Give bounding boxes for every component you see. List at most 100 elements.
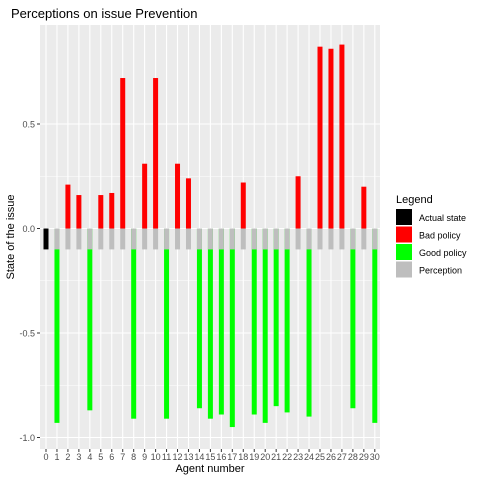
x-tick-label: 4 — [87, 452, 92, 462]
y-tick-label: -0.5 — [19, 329, 35, 339]
chart-title: Perceptions on issue Prevention — [11, 6, 197, 21]
bar-perception-agent-18 — [240, 228, 246, 250]
legend-key-actual-state — [396, 209, 412, 225]
x-tick-label: 10 — [151, 452, 161, 462]
bar-perception-agent-26 — [328, 228, 334, 250]
bar-perception-agent-22 — [284, 228, 290, 250]
bar-perception-agent-2 — [65, 228, 71, 250]
bar-bad-policy-agent-29 — [361, 186, 367, 229]
bar-good-policy-agent-11 — [164, 228, 170, 419]
bar-perception-agent-12 — [175, 228, 181, 250]
x-tick-label: 14 — [194, 452, 204, 462]
x-tick-label: 9 — [142, 452, 147, 462]
bar-good-policy-agent-28 — [350, 228, 356, 409]
bar-good-policy-agent-16 — [218, 228, 224, 415]
x-axis: 0 1 2 3 4 5 6 7 8 9 10 11 12 13 14 15 16 17 18 19 20 21 22 23 24… — [43, 449, 380, 462]
bar-good-policy-agent-22 — [284, 228, 290, 413]
y-tick-label: -1.0 — [19, 433, 35, 443]
legend-label-perception: Perception — [419, 266, 462, 276]
bar-perception-agent-27 — [339, 228, 345, 250]
bar-bad-policy-agent-26 — [328, 48, 334, 229]
bar-good-policy-agent-8 — [131, 228, 137, 419]
bar-perception-agent-17 — [229, 228, 235, 250]
x-tick-label: 29 — [359, 452, 369, 462]
x-tick-label: 6 — [109, 452, 114, 462]
x-tick-label: 30 — [370, 452, 380, 462]
bar-perception-agent-10 — [153, 228, 159, 250]
bar-good-policy-agent-21 — [273, 228, 279, 407]
y-axis: 0.5 0.0 -0.5 -1.0 — [19, 120, 40, 443]
x-tick-label: 1 — [54, 452, 59, 462]
bar-perception-agent-15 — [207, 228, 213, 250]
bar-good-policy-agent-17 — [229, 228, 235, 428]
legend-label-bad-policy: Bad policy — [419, 231, 461, 241]
x-tick-label: 7 — [120, 452, 125, 462]
bar-perception-agent-23 — [295, 228, 301, 250]
x-tick-label: 8 — [131, 452, 136, 462]
legend: Legend Actual state Bad policy Good policy… — [396, 194, 467, 278]
x-tick-label: 22 — [282, 452, 292, 462]
bar-perception-agent-21 — [273, 228, 279, 250]
bar-perception-agent-30 — [372, 228, 378, 250]
bar-perception-agent-3 — [76, 228, 82, 250]
x-tick-label: 28 — [348, 452, 358, 462]
bar-perception-agent-4 — [87, 228, 93, 250]
bar-perception-agent-1 — [54, 228, 60, 250]
x-tick-label: 18 — [238, 452, 248, 462]
bar-bad-policy-agent-12 — [175, 163, 181, 229]
bar-actual-state-agent-0 — [43, 228, 49, 250]
bar-perception-agent-5 — [98, 228, 104, 250]
legend-key-perception — [396, 261, 412, 278]
bar-perception-agent-14 — [196, 228, 202, 250]
bar-perception-agent-13 — [185, 228, 191, 250]
bars — [43, 44, 378, 428]
bar-bad-policy-agent-27 — [339, 44, 345, 229]
bar-bad-policy-agent-7 — [120, 78, 126, 229]
x-tick-label: 11 — [162, 452, 171, 462]
x-tick-label: 24 — [304, 452, 314, 462]
bar-perception-agent-24 — [306, 228, 312, 250]
legend-label-actual-state: Actual state — [419, 213, 466, 223]
bar-good-policy-agent-30 — [372, 228, 378, 423]
bar-bad-policy-agent-10 — [153, 78, 159, 229]
x-axis-title: Agent number — [175, 463, 244, 475]
bar-bad-policy-agent-6 — [109, 192, 115, 229]
bar-perception-agent-28 — [350, 228, 356, 250]
x-tick-label: 17 — [227, 452, 237, 462]
x-tick-label: 13 — [183, 452, 193, 462]
bar-good-policy-agent-1 — [54, 228, 60, 423]
bar-bad-policy-agent-25 — [317, 46, 323, 229]
bar-perception-agent-6 — [109, 228, 115, 250]
bar-perception-agent-20 — [262, 228, 268, 250]
x-tick-label: 2 — [65, 452, 70, 462]
x-tick-label: 26 — [326, 452, 336, 462]
bar-perception-agent-29 — [361, 228, 367, 250]
bar-perception-agent-19 — [251, 228, 257, 250]
legend-key-bad-policy — [396, 226, 412, 243]
bar-perception-agent-9 — [142, 228, 148, 250]
x-tick-label: 16 — [216, 452, 226, 462]
bar-perception-agent-11 — [164, 228, 170, 250]
x-tick-label: 5 — [98, 452, 103, 462]
bar-perception-agent-8 — [131, 228, 137, 250]
bar-perception-agent-7 — [120, 228, 126, 250]
bar-bad-policy-agent-13 — [185, 178, 191, 229]
bar-perception-agent-25 — [317, 228, 323, 250]
x-tick-label: 25 — [315, 452, 325, 462]
legend-label-good-policy: Good policy — [419, 248, 467, 258]
bar-perception-agent-16 — [218, 228, 224, 250]
x-tick-label: 3 — [76, 452, 81, 462]
x-tick-label: 21 — [271, 452, 281, 462]
bar-bad-policy-agent-2 — [65, 184, 71, 229]
bar-good-policy-agent-15 — [207, 228, 213, 419]
bar-bad-policy-agent-9 — [142, 163, 148, 229]
y-axis-title: State of the issue — [5, 195, 17, 280]
bar-good-policy-agent-24 — [306, 228, 312, 417]
legend-title: Legend — [396, 194, 433, 206]
y-tick-label: 0.0 — [22, 224, 35, 234]
bar-bad-policy-agent-18 — [240, 182, 246, 229]
x-tick-label: 20 — [260, 452, 270, 462]
x-tick-label: 0 — [43, 452, 48, 462]
